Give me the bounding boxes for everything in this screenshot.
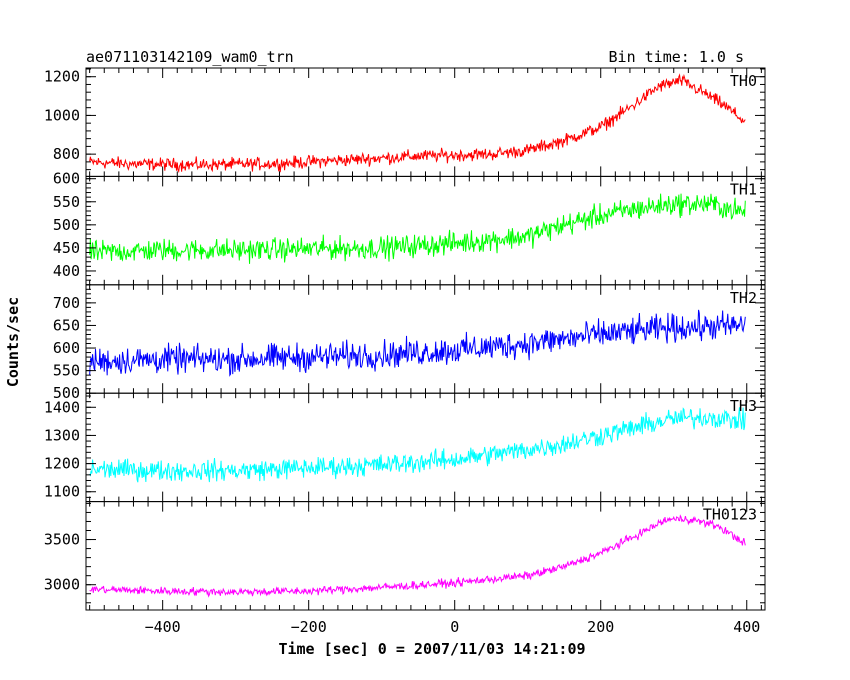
y-tick-label: 550 <box>53 193 80 211</box>
series-line-th0 <box>89 73 746 174</box>
y-tick-label: 600 <box>53 170 80 188</box>
x-tick-label: −400 <box>145 618 181 636</box>
y-tick-label: 1300 <box>44 426 80 444</box>
panel-label-th1: TH1 <box>730 180 757 198</box>
y-tick-label: 450 <box>53 239 80 257</box>
panel-label-th0123: TH0123 <box>703 506 757 524</box>
series-line-th3 <box>89 407 746 483</box>
y-tick-label: 3000 <box>44 576 80 594</box>
panels-group: 800 1000 1200 TH0 400 450 500 550 600 TH1 500 550 60… <box>44 67 766 611</box>
y-tick-label: 600 <box>53 339 80 357</box>
y-tick-label: 1200 <box>44 68 80 86</box>
chart-title-right: Bin time: 1.0 s <box>609 48 744 66</box>
x-tick-labels: −400 −200 0 200 400 <box>145 618 761 636</box>
panel-label-th3: TH3 <box>730 397 757 415</box>
y-tick-label: 550 <box>53 362 80 380</box>
panel-th3: 1100 1200 1300 1400 TH3 <box>44 392 766 503</box>
x-axis-label: Time [sec] 0 = 2007/11/03 14:21:09 <box>278 640 585 658</box>
y-tick-label: 3500 <box>44 531 80 549</box>
y-axis-label: Counts/sec <box>4 297 22 387</box>
series-line-th0123 <box>89 514 746 598</box>
y-tick-label: 1200 <box>44 455 80 473</box>
panel-th0123: 3000 3500 TH0123 <box>44 501 766 611</box>
y-tick-label: 700 <box>53 294 80 312</box>
panel-th1: 400 450 500 550 600 TH1 <box>53 170 766 286</box>
panel-frame <box>85 284 766 394</box>
y-tick-label: 1000 <box>44 106 80 124</box>
y-tick-label: 650 <box>53 316 80 334</box>
panel-th2: 500 550 600 650 700 TH2 <box>53 284 766 402</box>
panel-th0: 800 1000 1200 TH0 <box>44 67 766 177</box>
y-tick-label: 1400 <box>44 398 80 416</box>
x-tick-label: 0 <box>450 618 459 636</box>
panel-label-th0: TH0 <box>730 72 757 90</box>
series-line-th2 <box>89 309 746 377</box>
panel-frame <box>85 392 766 503</box>
panel-frame <box>85 501 766 611</box>
x-tick-label: −200 <box>291 618 327 636</box>
y-tick-label: 500 <box>53 216 80 234</box>
y-tick-label: 400 <box>53 262 80 280</box>
x-tick-label: 400 <box>733 618 760 636</box>
panel-frame <box>85 175 766 286</box>
y-tick-label: 800 <box>53 145 80 163</box>
y-tick-label: 500 <box>53 384 80 402</box>
x-tick-label: 200 <box>587 618 614 636</box>
y-tick-label: 1100 <box>44 483 80 501</box>
chart-title-left: ae071103142109_wam0_trn <box>86 48 294 66</box>
series-line-th1 <box>89 193 746 264</box>
panel-label-th2: TH2 <box>730 289 757 307</box>
